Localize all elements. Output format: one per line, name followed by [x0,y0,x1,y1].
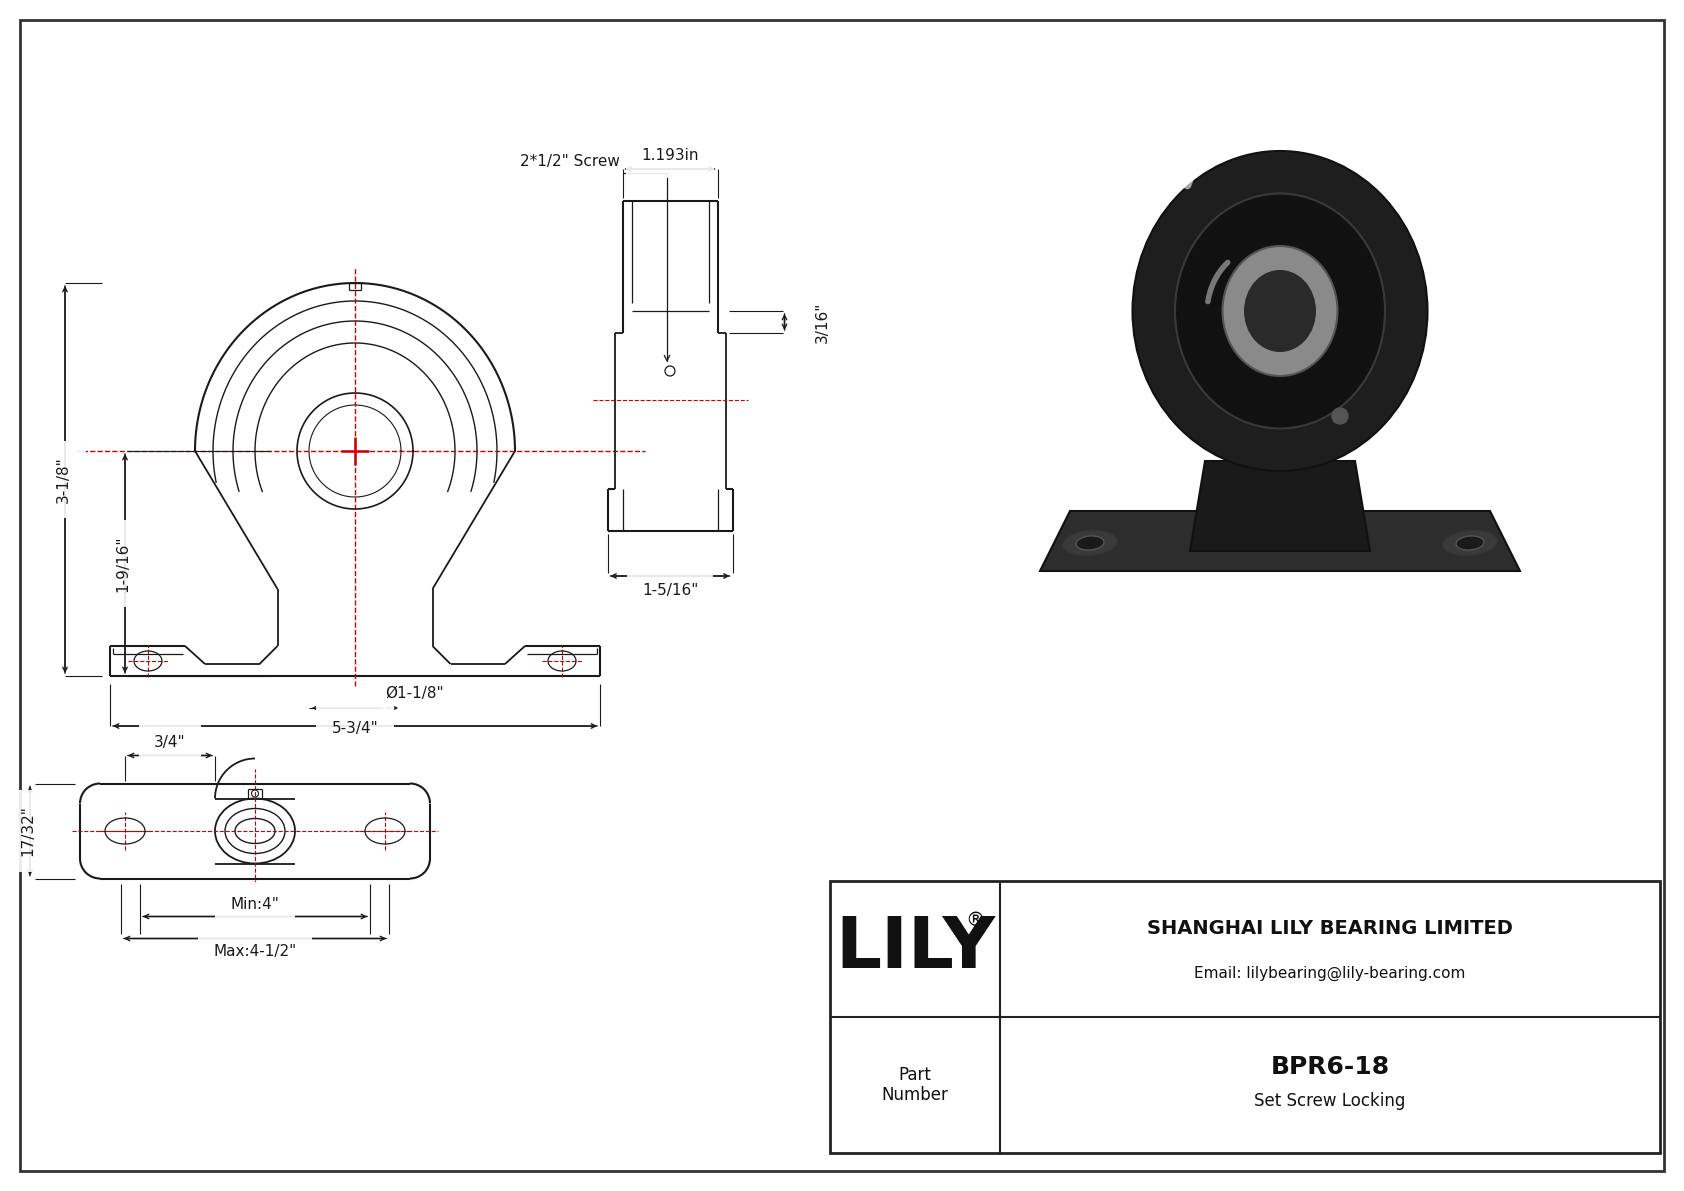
Text: Part
Number: Part Number [881,1066,948,1104]
Text: Email: lilybearing@lily-bearing.com: Email: lilybearing@lily-bearing.com [1194,966,1465,981]
Text: Set Screw Locking: Set Screw Locking [1255,1092,1406,1110]
Ellipse shape [1443,530,1497,556]
Ellipse shape [1457,536,1484,550]
Circle shape [1332,409,1347,424]
Text: Max:4-1/2": Max:4-1/2" [214,944,296,959]
Ellipse shape [1133,151,1428,470]
Text: 3/16": 3/16" [815,301,830,343]
Ellipse shape [1175,193,1384,429]
Text: 1-5/16": 1-5/16" [642,582,699,598]
Ellipse shape [1223,247,1337,376]
Ellipse shape [1063,530,1118,556]
Text: 2*1/2" Screw: 2*1/2" Screw [520,154,620,169]
Text: Ø1-1/8": Ø1-1/8" [386,686,443,701]
Text: 17/32": 17/32" [20,805,35,856]
Bar [899,31,1660,691]
Polygon shape [1191,461,1371,551]
Bar [830,881,1660,1153]
Text: 3/4": 3/4" [155,735,185,750]
Text: BPR6-18: BPR6-18 [1270,1055,1389,1079]
Ellipse shape [1076,536,1105,550]
Text: 5-3/4": 5-3/4" [332,721,379,736]
Text: 1-9/16": 1-9/16" [116,535,130,592]
Text: LILY: LILY [835,915,995,984]
Text: ®: ® [965,911,985,930]
Text: 3-1/8": 3-1/8" [56,456,71,503]
Text: Min:4": Min:4" [231,897,280,912]
Text: SHANGHAI LILY BEARING LIMITED: SHANGHAI LILY BEARING LIMITED [1147,919,1512,939]
Ellipse shape [1244,270,1315,353]
Polygon shape [1041,511,1521,570]
Text: 1.193in: 1.193in [642,148,699,162]
